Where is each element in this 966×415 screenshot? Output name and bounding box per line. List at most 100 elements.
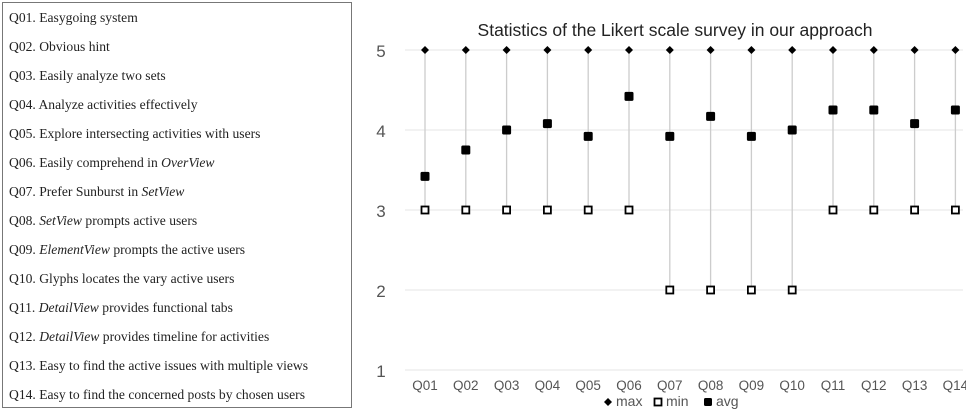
x-tick-label: Q04 — [535, 378, 561, 393]
question-text: SetView — [39, 213, 82, 228]
question-text: Easygoing system — [39, 10, 138, 25]
x-tick-label: Q13 — [902, 378, 928, 393]
max-point — [829, 46, 837, 54]
question-id: Q03. — [9, 68, 36, 83]
max-point — [665, 46, 674, 54]
x-tick-label: Q06 — [616, 378, 642, 393]
question-text: DetailView — [39, 329, 100, 344]
likert-chart: Statistics of the Likert scale survey in… — [376, 20, 966, 409]
question-text: DetailView — [38, 300, 99, 315]
question-item: Q06. Easily comprehend in OverView — [9, 154, 351, 183]
legend-label: avg — [716, 393, 739, 409]
x-tick-label: Q12 — [861, 378, 887, 393]
x-tick-label: Q07 — [657, 378, 683, 393]
question-text: prompts active users — [82, 213, 198, 228]
y-tick-label: 4 — [376, 122, 385, 141]
question-item: Q14. Easy to find the concerned posts by… — [9, 386, 351, 415]
question-text: Explore intersecting activities with use… — [39, 126, 261, 141]
min-point — [787, 285, 797, 295]
avg-point — [910, 119, 920, 129]
avg-point — [502, 125, 512, 135]
max-point — [461, 46, 470, 54]
max-point — [706, 46, 715, 54]
question-id: Q07. — [9, 184, 36, 199]
avg-point — [828, 105, 838, 115]
max-point — [625, 46, 633, 54]
min-point — [869, 205, 879, 215]
min-point — [910, 205, 919, 215]
avg-point — [624, 91, 634, 101]
question-text: ElementView — [39, 242, 110, 257]
avg-point — [665, 131, 675, 141]
avg-point — [420, 171, 430, 181]
question-item: Q08. SetView prompts active users — [9, 212, 351, 241]
min-point — [502, 205, 512, 215]
legend-label: max — [616, 393, 642, 409]
y-tick-label: 3 — [376, 202, 385, 221]
min-point — [542, 205, 552, 215]
min-point — [420, 205, 430, 215]
max-point — [747, 46, 756, 54]
avg-point — [746, 131, 756, 141]
question-id: Q11. — [9, 300, 36, 315]
question-id: Q12. — [9, 329, 36, 344]
legend-label: min — [666, 393, 689, 409]
question-text: Analyze activities effectively — [38, 97, 198, 112]
question-text: Glyphs locates the vary active users — [39, 271, 235, 286]
chart-legend: max min avg — [604, 393, 739, 409]
avg-point — [787, 125, 797, 135]
min-point — [746, 285, 756, 295]
avg-point — [869, 105, 879, 115]
x-tick-label: Q01 — [412, 378, 438, 393]
question-id: Q09. — [9, 242, 36, 257]
question-text: Easily analyze two sets — [39, 68, 166, 83]
min-point — [706, 285, 716, 295]
min-point — [951, 205, 960, 215]
x-tick-label: Q09 — [739, 378, 765, 393]
question-item: Q11. DetailView provides functional tabs — [9, 299, 351, 328]
min-point — [828, 205, 838, 215]
max-point — [584, 46, 593, 54]
chart-title: Statistics of the Likert scale survey in… — [478, 20, 873, 40]
question-item: Q03. Easily analyze two sets — [9, 67, 351, 96]
max-point — [502, 46, 511, 54]
min-point — [624, 205, 634, 215]
question-text: Obvious hint — [39, 39, 110, 54]
question-item: Q01. Easygoing system — [9, 9, 351, 38]
question-id: Q13. — [9, 358, 36, 373]
avg-point — [950, 105, 960, 115]
min-point — [583, 205, 593, 215]
avg-point — [461, 145, 471, 155]
question-text: provides functional tabs — [98, 300, 233, 315]
question-list: Q01. Easygoing system Q02. Obvious hint Q0… — [2, 2, 352, 408]
question-text: OverView — [161, 155, 215, 170]
question-text: Easy to find the concerned posts by chos… — [39, 387, 305, 402]
legend-avg-marker — [704, 398, 712, 406]
x-tick-label: Q08 — [698, 378, 724, 393]
question-id: Q04. — [9, 97, 36, 112]
question-item: Q02. Obvious hint — [9, 38, 351, 67]
max-point — [543, 46, 552, 54]
avg-point — [706, 111, 716, 121]
max-point — [788, 46, 797, 54]
y-tick-label: 2 — [376, 282, 385, 301]
question-text: Easily comprehend in — [39, 155, 162, 170]
question-id: Q08. — [9, 213, 36, 228]
min-point — [461, 205, 471, 215]
question-id: Q02. — [9, 39, 36, 54]
question-item: Q07. Prefer Sunburst in SetView — [9, 183, 351, 212]
question-text: provides timeline for activities — [99, 329, 270, 344]
x-tick-label: Q14 — [943, 378, 966, 393]
y-tick-label: 5 — [376, 42, 385, 61]
question-id: Q01. — [9, 10, 36, 25]
max-point — [869, 46, 878, 54]
max-point — [951, 46, 960, 54]
legend-min-marker — [653, 397, 663, 407]
question-id: Q06. — [9, 155, 36, 170]
question-text: SetView — [141, 184, 185, 199]
question-text: prompts the active users — [109, 242, 246, 257]
question-id: Q10. — [9, 271, 36, 286]
avg-point — [542, 119, 552, 129]
min-point — [665, 285, 675, 295]
max-point — [910, 46, 919, 54]
